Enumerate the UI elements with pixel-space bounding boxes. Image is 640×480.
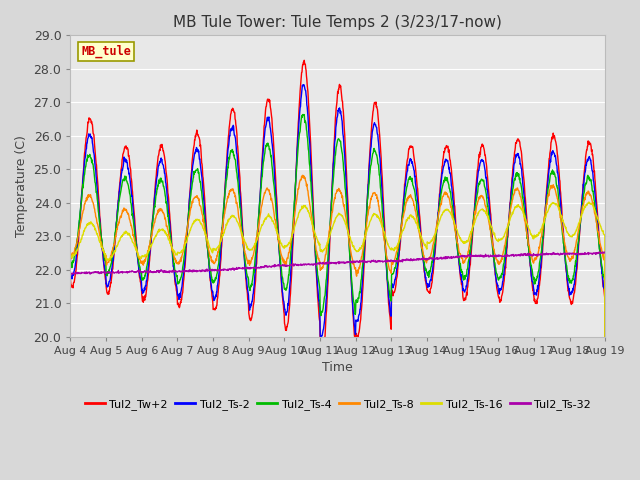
Tul2_Ts-4	[538, 241, 546, 247]
Tul2_Ts-32	[67, 271, 75, 277]
Tul2_Tw+2	[245, 313, 253, 319]
Tul2_Ts-16	[245, 246, 253, 252]
Tul2_Ts-16	[173, 252, 180, 257]
Legend: Tul2_Tw+2, Tul2_Ts-2, Tul2_Ts-4, Tul2_Ts-8, Tul2_Ts-16, Tul2_Ts-32: Tul2_Tw+2, Tul2_Ts-2, Tul2_Ts-4, Tul2_Ts…	[80, 395, 596, 415]
Tul2_Tw+2	[538, 252, 546, 258]
Tul2_Ts-32	[602, 249, 609, 255]
Tul2_Ts-4	[421, 264, 429, 270]
Tul2_Ts-2	[186, 197, 193, 203]
Tul2_Ts-8	[299, 172, 307, 178]
Tul2_Ts-16	[67, 252, 74, 258]
Tul2_Ts-16	[420, 243, 428, 249]
Tul2_Ts-8	[67, 253, 74, 259]
Line: Tul2_Ts-32: Tul2_Ts-32	[70, 252, 605, 274]
Tul2_Ts-32	[246, 265, 253, 271]
X-axis label: Time: Time	[323, 361, 353, 374]
Tul2_Ts-4	[245, 285, 253, 291]
Tul2_Tw+2	[186, 196, 193, 202]
Tul2_Ts-8	[538, 228, 546, 234]
Tul2_Ts-16	[538, 225, 545, 231]
Tul2_Ts-2	[538, 248, 546, 253]
Tul2_Ts-32	[491, 253, 499, 259]
Tul2_Ts-4	[299, 112, 307, 118]
Tul2_Ts-8	[245, 260, 253, 265]
Tul2_Ts-2	[300, 82, 308, 87]
Tul2_Tw+2	[300, 58, 308, 63]
Tul2_Ts-32	[538, 252, 546, 257]
Line: Tul2_Ts-4: Tul2_Ts-4	[70, 115, 605, 480]
Tul2_Ts-2	[491, 265, 499, 271]
Tul2_Tw+2	[67, 277, 74, 283]
Y-axis label: Temperature (C): Temperature (C)	[15, 135, 28, 237]
Tul2_Ts-2	[173, 282, 180, 288]
Tul2_Tw+2	[173, 288, 180, 293]
Tul2_Ts-4	[491, 260, 499, 266]
Tul2_Ts-8	[491, 251, 499, 257]
Tul2_Ts-16	[186, 230, 193, 236]
Tul2_Ts-2	[421, 271, 429, 277]
Tul2_Ts-16	[491, 230, 499, 236]
Title: MB Tule Tower: Tule Temps 2 (3/23/17-now): MB Tule Tower: Tule Temps 2 (3/23/17-now…	[173, 15, 502, 30]
Line: Tul2_Ts-2: Tul2_Ts-2	[70, 84, 605, 480]
Tul2_Ts-2	[245, 301, 253, 307]
Tul2_Ts-4	[173, 273, 180, 279]
Text: MB_tule: MB_tule	[81, 45, 131, 58]
Tul2_Ts-32	[173, 269, 180, 275]
Tul2_Ts-32	[186, 269, 193, 275]
Tul2_Ts-4	[67, 257, 74, 263]
Tul2_Tw+2	[491, 265, 499, 271]
Tul2_Ts-16	[585, 199, 593, 205]
Tul2_Ts-32	[67, 271, 74, 277]
Tul2_Ts-8	[421, 256, 429, 262]
Line: Tul2_Tw+2: Tul2_Tw+2	[70, 60, 605, 480]
Tul2_Tw+2	[421, 275, 429, 280]
Tul2_Ts-2	[67, 276, 74, 281]
Line: Tul2_Ts-16: Tul2_Ts-16	[70, 202, 605, 480]
Tul2_Ts-32	[421, 256, 429, 262]
Tul2_Ts-8	[173, 260, 180, 266]
Line: Tul2_Ts-8: Tul2_Ts-8	[70, 175, 605, 480]
Tul2_Ts-8	[186, 213, 193, 219]
Tul2_Ts-4	[186, 205, 193, 211]
